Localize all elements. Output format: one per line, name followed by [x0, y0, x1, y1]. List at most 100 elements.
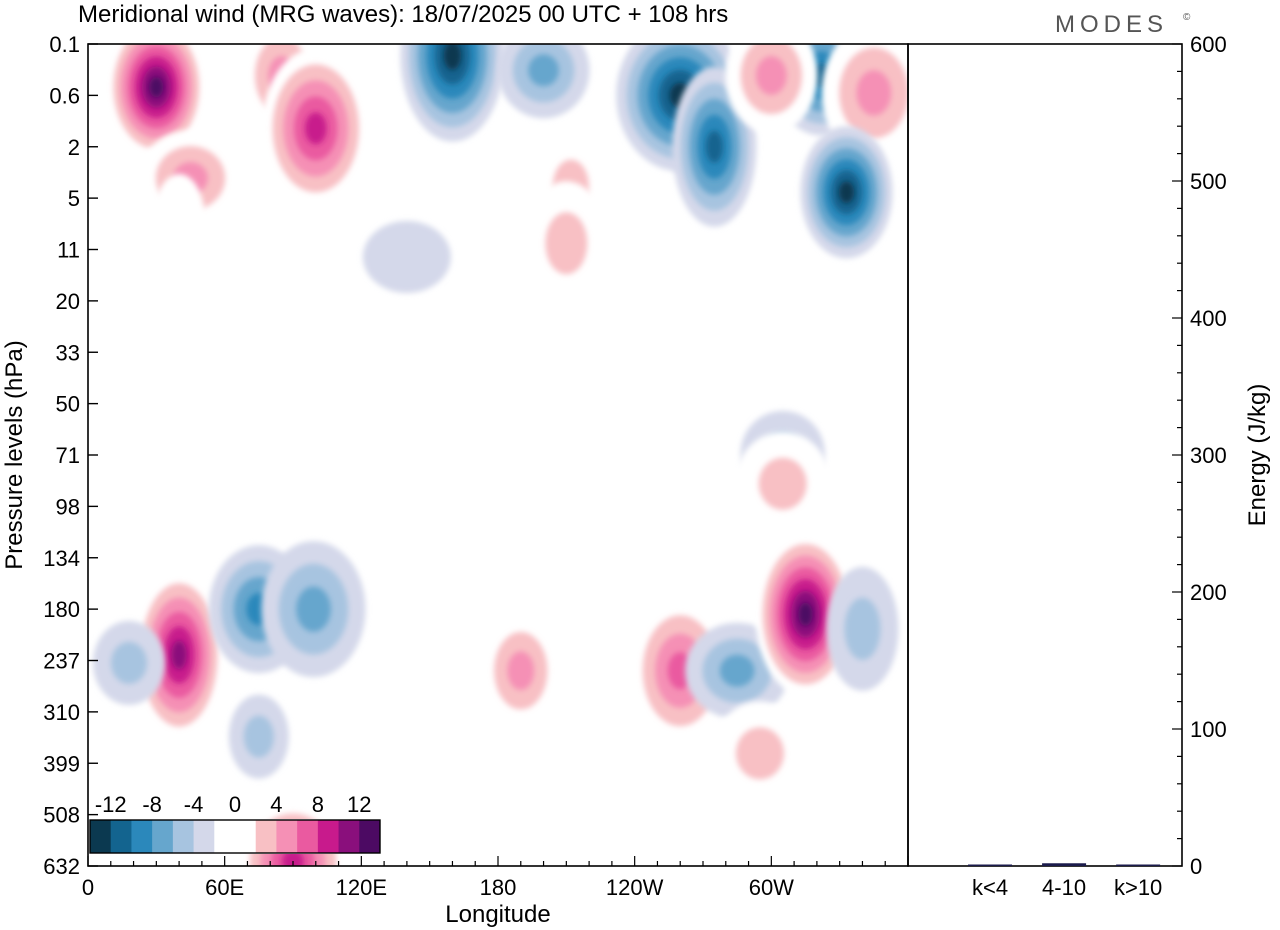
field-contour — [171, 640, 187, 670]
colorbar-tick-label: -4 — [184, 792, 204, 817]
colorbar-swatch — [152, 820, 174, 853]
field-feature — [362, 220, 451, 293]
energy-tick-label: 200 — [1190, 580, 1227, 605]
y-tick-label: 20 — [56, 289, 80, 314]
field-feature — [711, 701, 808, 806]
x-tick-label: 0 — [82, 875, 94, 900]
y-tick-label: 11 — [57, 238, 80, 263]
energy-tick-label: 500 — [1190, 169, 1227, 194]
field-contour — [362, 220, 451, 293]
colorbar-swatch — [131, 820, 153, 853]
energy-tick-label: 400 — [1190, 306, 1227, 331]
colorbar-swatch — [172, 820, 195, 853]
pressure-axis: 0.1 0.6 2 5 11 20 33 50 71 98 134 180 237 310 399 508 63… — [43, 32, 98, 879]
y-tick-label: 98 — [56, 494, 80, 519]
field-feature — [497, 44, 590, 119]
field-contour — [243, 715, 274, 758]
colorbar-swatch — [297, 820, 319, 853]
colorbar-tick-label: 12 — [347, 792, 371, 817]
y-tick-label: 5 — [68, 186, 80, 211]
energy-panel-frame — [907, 43, 1183, 867]
chart-title: Meridional wind (MRG waves): 18/07/2025 … — [78, 1, 728, 28]
x-tick-label: 60E — [205, 875, 244, 900]
wind-field — [88, 44, 908, 866]
brand-mark: © — [1183, 12, 1191, 23]
energy-panel: 0 100 200 300 400 500 600 k<4 4-10 k>10 — [968, 32, 1227, 900]
field-contour — [705, 130, 723, 163]
field-feature — [734, 431, 831, 536]
y-axis-label: Pressure levels (hPa) — [1, 340, 28, 569]
colorbar-tick-label: -12 — [95, 792, 127, 817]
colorbar-swatch — [317, 820, 340, 853]
field-contour — [756, 56, 787, 95]
field-feature — [93, 620, 165, 705]
field-contour — [153, 174, 206, 267]
energy-tick-label: 100 — [1190, 717, 1227, 742]
y-tick-label: 33 — [56, 340, 80, 365]
y-tick-label: 180 — [43, 597, 80, 622]
field-feature — [261, 48, 370, 209]
field-contour — [856, 70, 892, 116]
field-contour — [838, 181, 855, 204]
field-contour — [719, 654, 755, 687]
y-tick-label: 2 — [68, 135, 80, 160]
energy-axis-label: Energy (J/kg) — [1244, 384, 1271, 527]
y-tick-label: 0.6 — [49, 83, 80, 108]
field-feature — [826, 566, 899, 691]
y-tick-label: 310 — [43, 700, 80, 725]
field-contour — [296, 586, 331, 632]
colorbar-swatch — [276, 820, 298, 853]
y-tick-label: 399 — [43, 751, 80, 776]
x-tick-label: 120W — [606, 875, 664, 900]
colorbar-tick-label: -8 — [142, 792, 162, 817]
field-feature — [106, 44, 207, 160]
energy-tick-label: 0 — [1190, 854, 1202, 879]
field-contour — [149, 76, 164, 98]
energy-bar — [1042, 863, 1087, 866]
field-feature — [480, 612, 561, 729]
field-feature — [821, 44, 908, 161]
field-feature — [124, 320, 189, 433]
colorbar-swatch — [214, 820, 236, 853]
energy-category-label: 4-10 — [1042, 875, 1086, 900]
y-tick-label: 50 — [56, 392, 80, 417]
field-feature — [228, 694, 289, 779]
energy-bar — [1116, 864, 1161, 866]
longitude-axis: 0 60E 120E 180 120W 60W — [82, 856, 909, 900]
y-tick-label: 237 — [43, 649, 80, 674]
colorbar-frame — [89, 819, 381, 854]
colorbar-swatch — [110, 820, 132, 853]
colorbar-swatch — [90, 820, 112, 853]
field-feature — [725, 44, 818, 134]
y-tick-label: 134 — [43, 546, 80, 571]
field-feature — [400, 44, 505, 142]
field-contour — [494, 269, 547, 362]
colorbar-swatch — [359, 820, 381, 853]
y-tick-label: 0.1 — [49, 32, 80, 57]
field-contour — [124, 320, 189, 433]
field-feature — [494, 269, 547, 362]
field-contour — [545, 212, 588, 275]
field-contour — [528, 54, 559, 87]
colorbar-tick-label: 4 — [270, 792, 282, 817]
x-tick-label: 60W — [749, 875, 794, 900]
colorbar-swatch — [338, 820, 360, 853]
field-contour — [758, 457, 807, 510]
field-contour — [735, 727, 784, 780]
field-feature — [261, 541, 366, 678]
brand-logo: MODES — [1055, 11, 1168, 38]
field-contour — [844, 597, 881, 660]
y-tick-label: 71 — [56, 443, 80, 468]
colorbar: -12 -8 -4 0 4 8 12 — [89, 792, 381, 854]
colorbar-tick-label: 0 — [229, 792, 241, 817]
field-contour — [443, 44, 462, 70]
x-axis-label: Longitude — [445, 901, 550, 928]
y-tick-label: 632 — [43, 854, 80, 879]
field-contour — [798, 602, 813, 626]
x-tick-label: 120E — [336, 875, 387, 900]
field-contour — [111, 641, 147, 684]
field-contour — [507, 651, 535, 691]
field-feature — [524, 181, 609, 306]
colorbar-tick-label: 8 — [312, 792, 324, 817]
